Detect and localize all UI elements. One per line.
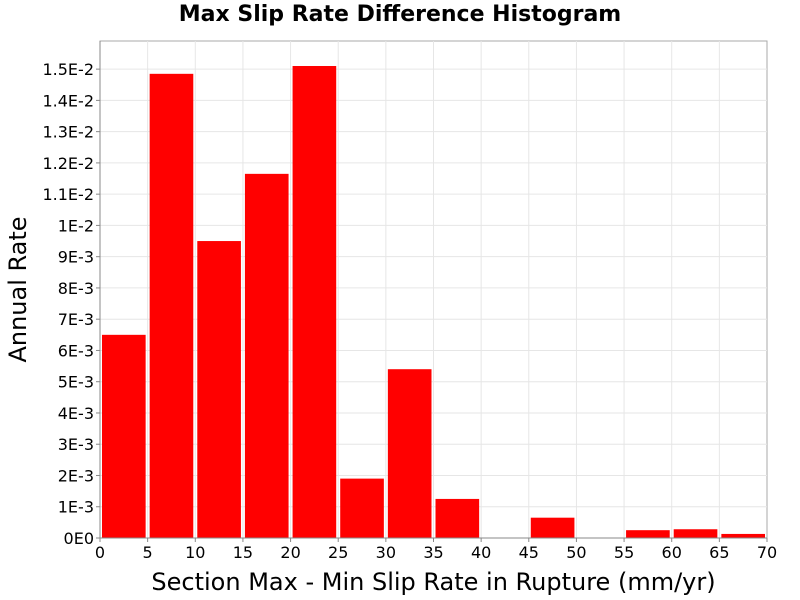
x-tick-label: 50 [566, 543, 586, 562]
histogram-bar [102, 334, 146, 538]
x-axis-title: Section Max - Min Slip Rate in Rupture (… [151, 568, 715, 596]
x-tick-label: 45 [519, 543, 539, 562]
y-tick-label: 3E-3 [58, 435, 94, 454]
y-tick-label: 1.5E-2 [42, 60, 94, 79]
x-tick-label: 35 [423, 543, 443, 562]
x-tick-label: 70 [757, 543, 777, 562]
y-tick-label: 1.4E-2 [42, 91, 94, 110]
y-tick-label: 1.2E-2 [42, 154, 94, 173]
y-axis: 0E0 1E-3 2E-3 3E-3 4E-3 5E-3 6E-3 7E-3 8E-3 9E-3 1… [42, 41, 101, 548]
y-tick-label: 2E-3 [58, 466, 94, 485]
y-tick-label: 1E-2 [58, 216, 94, 235]
y-tick-label: 4E-3 [58, 404, 94, 423]
y-axis-title: Annual Rate [4, 216, 32, 362]
y-tick-label: 5E-3 [58, 373, 94, 392]
x-tick-label: 60 [662, 543, 682, 562]
x-tick-label: 20 [280, 543, 300, 562]
histogram-bar [530, 517, 575, 538]
y-tick-label: 1.3E-2 [42, 123, 94, 142]
histogram-bar [340, 478, 384, 538]
x-tick-label: 10 [185, 543, 205, 562]
y-tick-label: 1E-3 [58, 498, 94, 517]
x-tick-label: 55 [614, 543, 634, 562]
x-tick-label: 40 [471, 543, 491, 562]
histogram-bar [626, 530, 670, 538]
chart-title: Max Slip Rate Difference Histogram [178, 2, 622, 27]
y-tick-label: 1.1E-2 [42, 185, 94, 204]
histogram-bar [244, 173, 289, 538]
x-tick-label: 15 [233, 543, 253, 562]
y-tick-label: 9E-3 [58, 248, 94, 267]
histogram-bar [197, 241, 241, 539]
x-axis: 0 5 10 15 20 25 30 35 40 45 50 55 60 65 70 [95, 537, 777, 562]
x-tick-label: 25 [328, 543, 348, 562]
x-tick-label: 65 [709, 543, 729, 562]
x-tick-label: 5 [143, 543, 153, 562]
histogram-bar [292, 66, 337, 538]
y-tick-label: 6E-3 [58, 341, 94, 360]
histogram-bar [387, 369, 432, 538]
histogram-bar [673, 529, 718, 538]
y-tick-label: 8E-3 [58, 279, 94, 298]
x-tick-label: 0 [95, 543, 105, 562]
histogram-bar [721, 533, 765, 538]
histogram-bar [149, 73, 194, 539]
y-tick-label: 7E-3 [58, 310, 94, 329]
y-tick-label: 0E0 [64, 529, 94, 548]
bars [102, 66, 765, 539]
histogram-bar [435, 498, 480, 538]
x-tick-label: 30 [376, 543, 396, 562]
